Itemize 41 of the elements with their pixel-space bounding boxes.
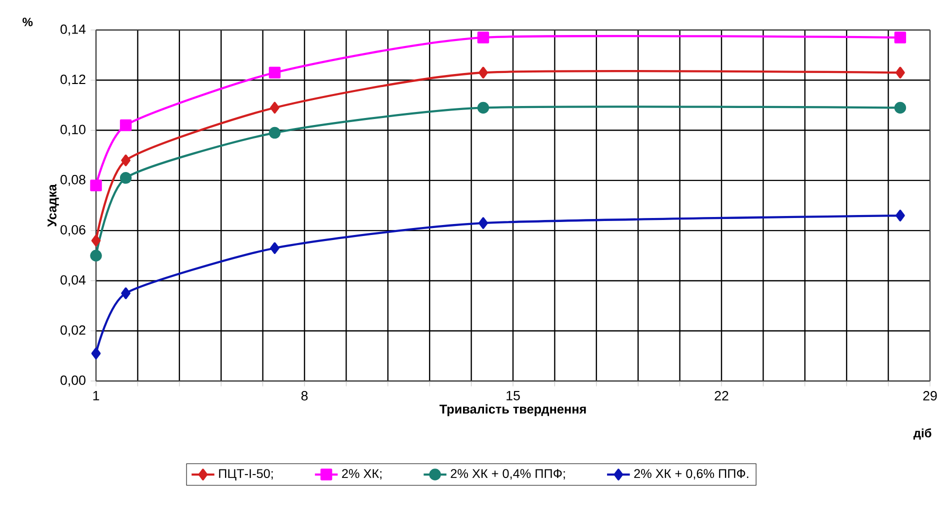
point — [268, 126, 281, 139]
x-axis-title: Тривалість тверднення — [440, 404, 586, 416]
x-tick-label: 15 — [506, 391, 520, 400]
legend-label: 2% ХК; — [342, 469, 382, 480]
y-tick-label: 0,14 — [60, 24, 86, 36]
point — [268, 66, 281, 78]
text: % — [22, 18, 33, 26]
x-tick-label: 1 — [93, 391, 100, 400]
point — [120, 119, 132, 132]
point — [121, 287, 130, 300]
y-tick-label: 0,02 — [60, 325, 86, 336]
point — [896, 210, 905, 222]
y-tick-label: 0,04 — [60, 275, 86, 286]
point — [121, 154, 130, 166]
legend-label: 2% ХК + 0,4% ППФ; — [450, 469, 565, 480]
point — [477, 102, 490, 114]
point — [894, 32, 906, 44]
point — [91, 234, 101, 246]
point — [894, 102, 906, 114]
point — [478, 66, 488, 78]
point — [91, 348, 101, 360]
y-tick-label: 0,10 — [60, 124, 86, 136]
point — [477, 32, 490, 44]
y-tick-label: 0,12 — [60, 74, 86, 86]
point — [270, 242, 280, 254]
point — [478, 217, 488, 229]
x-tick-label: 22 — [714, 391, 728, 400]
point — [90, 180, 102, 192]
point — [120, 172, 132, 184]
point — [90, 250, 102, 262]
x-tick-label: 8 — [301, 391, 308, 400]
y-tick-label: 0,00 — [60, 376, 86, 387]
text: діб — [913, 428, 932, 440]
x-tick-label: 29 — [923, 391, 937, 400]
legend-label: 2% ХК + 0,6% ППФ. — [634, 469, 748, 480]
point — [270, 102, 280, 114]
y-axis-title: Усадка — [48, 184, 59, 227]
y-tick-label: 0,06 — [60, 225, 86, 236]
legend-label: ПЦТ-І-50; — [219, 469, 273, 480]
point — [896, 66, 905, 78]
y-tick-label: 0,08 — [60, 174, 86, 186]
